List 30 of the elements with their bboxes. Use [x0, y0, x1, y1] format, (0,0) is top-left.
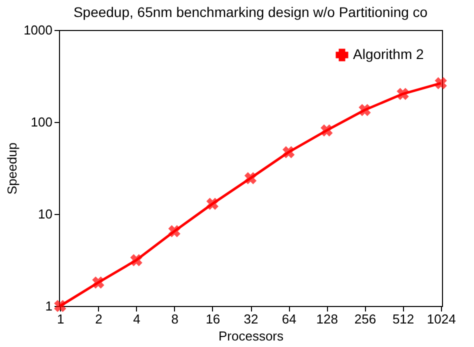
- point: [434, 77, 447, 90]
- legend-label: Algorithm 2: [353, 46, 424, 62]
- point: [92, 276, 104, 289]
- point: [244, 172, 257, 184]
- point: [206, 198, 218, 210]
- x-tick-label: 1: [57, 312, 64, 326]
- x-tick-label: 4: [133, 312, 140, 326]
- x-tick-label: 64: [282, 312, 296, 326]
- chart-title: Speedup, 65nm benchmarking design w/o Partitioning co: [73, 4, 428, 20]
- point: [320, 124, 333, 136]
- y-tick-label: 1000: [24, 22, 52, 38]
- x-tick-label: 8: [171, 312, 178, 326]
- point: [54, 300, 66, 312]
- x-tick-label: 1024: [426, 312, 456, 326]
- y-tick-label: 100: [30, 114, 52, 130]
- point: [168, 225, 180, 238]
- y-tick-label: 1: [45, 298, 52, 314]
- x-tick-label: 2: [95, 312, 102, 326]
- y-axis-title: Speedup: [4, 142, 20, 195]
- x-tick-label: 16: [206, 312, 220, 326]
- point: [282, 146, 295, 158]
- x-tick-label: 256: [354, 312, 376, 326]
- point: [130, 254, 142, 266]
- point: [358, 104, 371, 116]
- x-tick-label: 32: [244, 312, 258, 326]
- y-tick-label: 10: [38, 206, 52, 222]
- point: [396, 88, 409, 100]
- x-tick-label: 512: [392, 312, 414, 326]
- x-tick-label: 128: [316, 312, 338, 326]
- x-axis-title: Processors: [218, 328, 284, 344]
